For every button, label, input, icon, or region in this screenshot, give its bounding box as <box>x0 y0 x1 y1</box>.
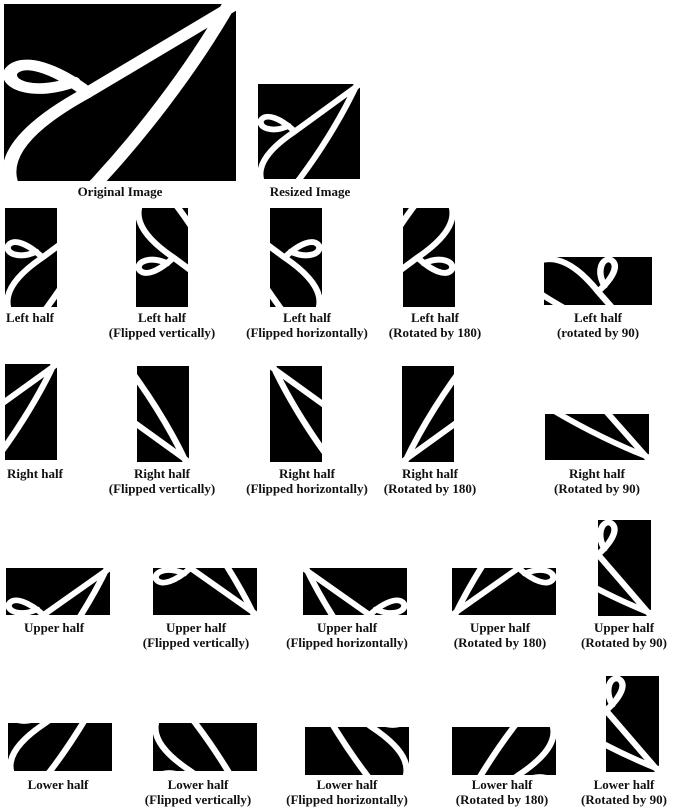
right-half-rotated-90-image <box>545 414 649 460</box>
upper-half-flipped-vertically-caption: Upper half (Flipped vertically) <box>142 620 250 650</box>
right-half-rotated-180-caption: Right half (Rotated by 180) <box>383 466 477 496</box>
left-half-flipped-vertically-caption: Left half (Flipped vertically) <box>108 310 216 340</box>
lower-half-flipped-horizontally-caption: Lower half (Flipped horizontally) <box>286 777 408 807</box>
upper-half-rotated-90-image <box>598 520 651 616</box>
original-image <box>4 4 236 181</box>
lower-half-rotated-90-image <box>606 676 659 772</box>
lower-half-rotated-180-caption: Lower half (Rotated by 180) <box>455 777 549 807</box>
right-half-flipped-vertically-caption: Right half (Flipped vertically) <box>108 466 216 496</box>
left-half-rotated-180-caption: Left half (Rotated by 180) <box>388 310 482 340</box>
lower-half-flipped-horizontally-image <box>305 727 409 775</box>
left-half-rotated-180-image <box>403 208 455 307</box>
resized-image-caption: Resized Image <box>269 184 351 199</box>
lower-half-rotated-180-image <box>452 727 556 775</box>
right-half-image <box>5 364 57 460</box>
upper-half-rotated-180-image <box>452 568 556 615</box>
right-half-flipped-vertically-image <box>137 366 189 462</box>
left-half-flipped-horizontally-caption: Left half (Flipped horizontally) <box>246 310 368 340</box>
right-half-rotated-90-caption: Right half (Rotated by 90) <box>554 466 640 496</box>
upper-half-rotated-180-caption: Upper half (Rotated by 180) <box>453 620 547 650</box>
right-half-caption: Right half <box>7 466 63 481</box>
right-half-rotated-180-image <box>402 366 454 462</box>
upper-half-flipped-horizontally-image <box>303 568 407 615</box>
left-half-image <box>5 208 57 307</box>
left-half-flipped-vertically-image <box>136 208 188 307</box>
lower-half-caption: Lower half <box>27 777 89 792</box>
lower-half-image <box>8 723 112 771</box>
original-image-caption: Original Image <box>77 184 163 199</box>
upper-half-flipped-horizontally-caption: Upper half (Flipped horizontally) <box>286 620 408 650</box>
upper-half-rotated-90-caption: Upper half (Rotated by 90) <box>581 620 667 650</box>
left-half-caption: Left half <box>5 310 55 325</box>
right-half-flipped-horizontally-caption: Right half (Flipped horizontally) <box>246 466 368 496</box>
upper-half-flipped-vertically-image <box>153 568 257 615</box>
upper-half-caption: Upper half <box>23 620 85 635</box>
left-half-flipped-horizontally-image <box>270 208 322 307</box>
right-half-flipped-horizontally-image <box>270 366 322 462</box>
left-half-rotated-90-image <box>544 257 652 305</box>
left-half-rotated-90-caption: Left half (rotated by 90) <box>556 310 640 340</box>
lower-half-flipped-vertically-image <box>153 723 257 771</box>
upper-half-image <box>6 568 110 615</box>
lower-half-flipped-vertically-caption: Lower half (Flipped vertically) <box>144 777 252 807</box>
lower-half-rotated-90-caption: Lower half (Rotated by 90) <box>581 777 667 807</box>
resized-image <box>258 84 360 179</box>
